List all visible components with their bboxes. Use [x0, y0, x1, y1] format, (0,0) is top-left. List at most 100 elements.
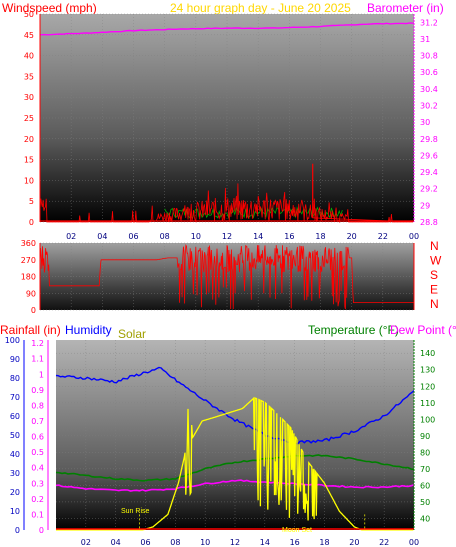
wind-x-tick: 14: [253, 232, 263, 241]
wind-y-tick: 0: [29, 218, 34, 227]
humidity-line: [55, 366, 415, 445]
temperature-line: [55, 454, 415, 482]
barometer-y-tick: 29.2: [420, 185, 438, 194]
temperature-y-tick: 130: [420, 366, 435, 375]
humidity-y-tick: 80: [10, 374, 20, 383]
solar-line: [56, 396, 414, 531]
barometer-y-tick: 30.4: [420, 85, 438, 94]
wind-y-tick: 40: [24, 52, 34, 61]
climate-x-tick: 22: [379, 538, 389, 547]
climate-axes: 4050607080901001101201301400102030405060…: [5, 336, 436, 547]
wind-y-tick: 5: [29, 197, 34, 206]
wind-axes: 02 04 06 08 10 12 14 16 18 20 22 000510152025303540…: [24, 10, 438, 241]
rainfall-y-tick: 1.2: [31, 339, 44, 348]
rainfall-y-tick: 0.2: [31, 495, 44, 504]
humidity-y-tick: 0: [15, 526, 20, 535]
barometer-title: Barometer (in): [367, 1, 444, 15]
barometer-y-tick: 30: [420, 118, 430, 127]
solar-title: Solar: [118, 327, 146, 341]
temperature-y-tick: 50: [420, 498, 430, 507]
rainfall-y-tick: 0.8: [31, 401, 44, 410]
barometer-y-tick: 31: [420, 35, 430, 44]
barometer-y-tick: 29: [420, 201, 430, 210]
rainfall-y-tick: 1.1: [31, 355, 44, 364]
barometer-y-tick: 28.8: [420, 218, 438, 227]
climate-plot-area: [56, 340, 414, 530]
humidity-y-tick: 30: [10, 469, 20, 478]
humidity-y-tick: 70: [10, 393, 20, 402]
climate-x-tick: 08: [170, 538, 180, 547]
wind-x-tick: 02: [66, 232, 76, 241]
compass-label: E: [430, 283, 438, 297]
humidity-y-tick: 60: [10, 412, 20, 421]
humidity-y-tick: 40: [10, 450, 20, 459]
barometer-y-tick: 29.8: [420, 135, 438, 144]
rainfall-y-tick: 0.1: [31, 510, 44, 519]
wind-y-tick: 45: [24, 31, 34, 40]
climate-x-tick: 18: [319, 538, 329, 547]
moonset-annotation: Moon Set: [282, 527, 312, 534]
temperature-y-tick: 110: [420, 399, 435, 408]
windspeed-title: Windspeed (mph): [2, 1, 97, 15]
wind-y-tick: 30: [24, 93, 34, 102]
temperature-y-tick: 140: [420, 349, 435, 358]
compass-label: N: [430, 239, 439, 253]
barometer-y-tick: 31.2: [420, 18, 438, 27]
wind-y-tick: 35: [24, 72, 34, 81]
direction-series: [39, 244, 414, 310]
rainfall-y-tick: 0.6: [31, 433, 44, 442]
temperature-y-tick: 70: [420, 465, 430, 474]
dewpoint-line: [55, 479, 415, 492]
wind-x-tick: 22: [378, 232, 388, 241]
temperature-y-tick: 40: [420, 514, 430, 523]
wind-x-tick: 04: [97, 232, 107, 241]
humidity-y-tick: 50: [10, 431, 20, 440]
wind-grid: [40, 13, 415, 223]
rainfall-y-tick: 0.5: [31, 448, 44, 457]
climate-series: [55, 366, 415, 531]
climate-x-tick: 16: [290, 538, 300, 547]
climate-x-tick: 14: [260, 538, 270, 547]
wind-x-tick: 00: [409, 232, 419, 241]
barometer-y-tick: 30.6: [420, 68, 438, 77]
dewpoint-title: Dew Point (°F): [390, 323, 456, 337]
wind-x-tick: 06: [128, 232, 138, 241]
wind-series: [39, 22, 415, 224]
compass-label: W: [430, 254, 442, 268]
temperature-y-tick: 120: [420, 382, 435, 391]
wind-y-tick: 25: [24, 114, 34, 123]
wind-y-tick: 15: [24, 156, 34, 165]
climate-x-tick: 00: [409, 538, 419, 547]
climate-x-tick: 06: [140, 538, 150, 547]
climate-x-tick: 20: [349, 538, 359, 547]
graph-subtitle: 24 hour graph day - June 20 2025: [170, 1, 351, 15]
wind-x-tick: 18: [315, 232, 325, 241]
temperature-y-tick: 100: [420, 415, 435, 424]
climate-x-tick: 04: [111, 538, 121, 547]
temperature-y-tick: 90: [420, 432, 430, 441]
direction-y-tick: 90: [26, 289, 36, 298]
barometer-y-tick: 30.8: [420, 52, 438, 61]
rainfall-y-tick: 1: [39, 370, 44, 379]
barometer-y-tick: 29.6: [420, 151, 438, 160]
barometer-y-tick: 29.4: [420, 168, 438, 177]
rainfall-y-tick: 0: [39, 526, 44, 535]
rainfall-title: Rainfall (in): [0, 323, 61, 337]
humidity-y-tick: 20: [10, 488, 20, 497]
sunrise-annotation: Sun Rise: [121, 508, 150, 515]
humidity-y-tick: 90: [10, 355, 20, 364]
humidity-y-tick: 100: [5, 336, 20, 345]
barometer-line: [39, 22, 415, 36]
climate-x-tick: 10: [200, 538, 210, 547]
wind-y-tick: 50: [24, 10, 34, 19]
compass-label: N: [430, 297, 439, 311]
temperature-y-tick: 60: [420, 481, 430, 490]
wind-x-tick: 12: [222, 232, 232, 241]
direction-y-tick: 180: [21, 273, 36, 282]
rainfall-y-tick: 0.3: [31, 479, 44, 488]
compass-label: S: [430, 268, 438, 282]
rainfall-y-tick: 0.7: [31, 417, 44, 426]
wind-x-tick: 10: [191, 232, 201, 241]
